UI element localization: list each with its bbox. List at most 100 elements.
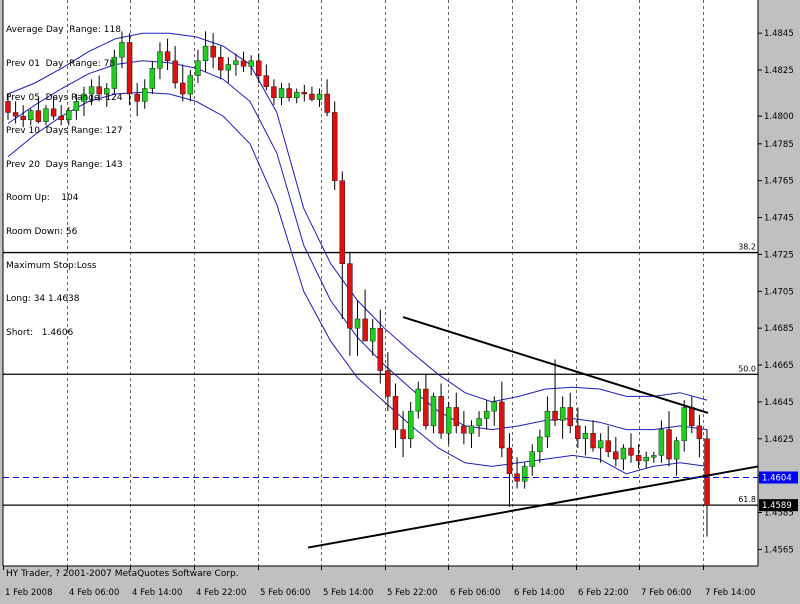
candle	[278, 82, 285, 106]
candle-body	[689, 407, 695, 427]
candle	[134, 82, 140, 117]
candle	[96, 75, 102, 102]
candle-body	[263, 75, 270, 87]
candle	[658, 420, 665, 463]
candle	[111, 49, 118, 95]
time-tick-label: 4 Feb 22:00	[196, 588, 246, 598]
candle-body	[316, 93, 323, 100]
envelope-band-lower	[7, 91, 708, 475]
candle	[392, 383, 399, 449]
candle-body	[20, 115, 26, 121]
candle-body	[468, 425, 475, 434]
candle-body	[187, 75, 194, 95]
candle	[552, 359, 558, 426]
price-tick-label: 1.4685	[764, 324, 794, 334]
candle-body	[142, 88, 148, 102]
candle	[529, 444, 535, 476]
time-tick-label: 5 Feb 22:00	[387, 588, 437, 598]
candle-body	[134, 93, 140, 102]
candle	[354, 300, 361, 356]
candle-body	[73, 101, 80, 111]
candle-body	[35, 110, 42, 122]
candle	[35, 97, 42, 124]
candle-body	[559, 407, 566, 421]
candle	[157, 42, 163, 80]
candle	[590, 420, 596, 452]
candle-body	[461, 425, 467, 434]
candle-body	[119, 42, 125, 58]
candle	[468, 420, 475, 449]
candle	[491, 396, 497, 426]
candle	[28, 108, 34, 126]
candle-body	[651, 455, 657, 458]
candle-body	[248, 60, 254, 67]
candle	[81, 86, 87, 117]
candle	[50, 95, 57, 120]
candle-body	[377, 327, 383, 371]
fib-level-label: 38.2	[738, 243, 756, 252]
candle-body	[256, 60, 262, 76]
candle-body	[385, 370, 391, 397]
candles	[5, 31, 710, 537]
candle	[332, 101, 338, 190]
candle-body	[643, 457, 649, 462]
candle	[218, 46, 224, 80]
vertical-grid	[67, 0, 704, 566]
candle-body	[339, 180, 346, 264]
candle	[438, 383, 444, 439]
candle	[567, 392, 573, 434]
time-tick-label: 7 Feb 14:00	[705, 588, 755, 598]
candle-body	[537, 436, 543, 452]
candle-body	[43, 108, 49, 122]
candle-body	[88, 86, 95, 95]
candle-body	[210, 45, 216, 58]
candle	[453, 392, 459, 434]
candle-body	[354, 318, 361, 329]
candle	[544, 396, 551, 449]
candle	[119, 31, 125, 69]
candle-body	[157, 51, 163, 69]
candle-body	[12, 112, 19, 117]
candle	[339, 171, 346, 319]
candle-body	[369, 327, 376, 342]
candle	[506, 433, 513, 508]
candle-body	[529, 451, 535, 467]
candle	[149, 60, 156, 95]
time-tick-label: 4 Feb 14:00	[132, 588, 182, 598]
candle	[430, 392, 437, 434]
candle-body	[294, 91, 300, 98]
trendlines[interactable]	[307, 316, 759, 549]
candle	[104, 82, 110, 107]
candle	[651, 451, 657, 463]
candle-body	[218, 56, 224, 71]
candle-body	[233, 60, 239, 65]
candle-body	[195, 60, 201, 76]
candle	[476, 411, 482, 437]
candle	[385, 352, 391, 412]
candle-body	[423, 388, 429, 427]
candle	[597, 433, 604, 463]
candle-body	[180, 82, 186, 95]
candle-body	[635, 455, 642, 462]
candle-body	[491, 401, 497, 412]
candle	[164, 38, 171, 71]
candle	[673, 436, 680, 476]
price-tick-label: 1.4765	[764, 177, 794, 187]
candle	[73, 94, 80, 120]
candle-body	[628, 447, 634, 456]
candle	[20, 105, 26, 128]
candle-body	[111, 56, 118, 89]
candle	[681, 400, 687, 452]
candle	[240, 51, 247, 72]
candle-body	[407, 410, 414, 439]
candle-body	[164, 51, 171, 62]
price-label-text: 1.4589	[762, 501, 792, 511]
candle	[180, 64, 186, 102]
price-tick-label: 1.4745	[764, 214, 794, 224]
candle-body	[50, 108, 57, 117]
candle	[347, 252, 353, 356]
candle	[400, 411, 406, 458]
candle-body	[613, 451, 619, 460]
candle	[582, 425, 589, 456]
